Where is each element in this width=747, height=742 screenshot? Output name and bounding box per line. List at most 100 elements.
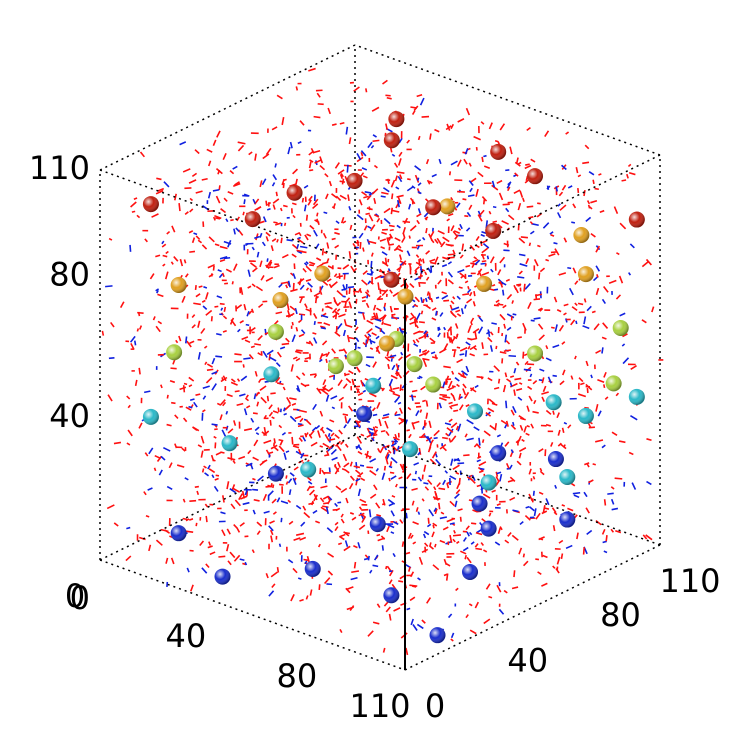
texture-stroke bbox=[427, 479, 433, 486]
texture-stroke bbox=[345, 324, 353, 328]
texture-stroke bbox=[575, 167, 579, 174]
texture-stroke bbox=[491, 184, 499, 191]
texture-stroke bbox=[285, 481, 289, 485]
texture-stroke bbox=[359, 498, 367, 504]
texture-stroke bbox=[528, 493, 534, 502]
texture-stroke bbox=[469, 345, 477, 351]
point-shine bbox=[304, 560, 321, 577]
texture-stroke bbox=[346, 586, 354, 591]
texture-stroke bbox=[455, 202, 461, 209]
texture-stroke bbox=[512, 405, 517, 414]
texture-stroke bbox=[432, 522, 438, 527]
texture-stroke bbox=[433, 429, 440, 437]
texture-stroke bbox=[322, 442, 330, 448]
texture-stroke bbox=[283, 412, 287, 416]
point-shine bbox=[628, 211, 645, 228]
texture-stroke bbox=[266, 259, 273, 267]
texture-stroke bbox=[251, 308, 255, 314]
texture-stroke bbox=[449, 336, 454, 344]
texture-stroke bbox=[372, 361, 377, 368]
texture-stroke bbox=[408, 235, 411, 239]
texture-stroke bbox=[518, 382, 523, 385]
texture-stroke bbox=[236, 402, 244, 407]
texture-stroke bbox=[266, 395, 270, 402]
texture-stroke bbox=[195, 393, 201, 396]
texture-stroke bbox=[254, 343, 262, 346]
texture-stroke bbox=[446, 483, 450, 489]
texture-stroke bbox=[199, 540, 205, 547]
texture-stroke bbox=[518, 270, 523, 275]
texture-stroke bbox=[414, 269, 418, 274]
texture-stroke bbox=[196, 490, 200, 495]
texture-stroke bbox=[312, 198, 319, 206]
texture-stroke bbox=[299, 409, 307, 413]
texture-stroke bbox=[529, 230, 535, 235]
texture-stroke bbox=[269, 520, 275, 524]
texture-stroke bbox=[333, 273, 338, 278]
texture-stroke bbox=[320, 506, 328, 513]
texture-stroke bbox=[402, 232, 406, 239]
point-shine bbox=[547, 451, 564, 468]
texture-stroke bbox=[464, 304, 467, 309]
texture-stroke bbox=[279, 346, 286, 350]
texture-stroke bbox=[319, 445, 324, 448]
texture-stroke bbox=[400, 388, 404, 391]
texture-stroke bbox=[152, 316, 156, 321]
texture-stroke bbox=[406, 250, 411, 257]
texture-stroke bbox=[298, 313, 306, 316]
texture-stroke bbox=[565, 131, 570, 135]
texture-stroke bbox=[465, 341, 471, 346]
texture-stroke bbox=[320, 326, 326, 330]
texture-stroke bbox=[383, 465, 387, 471]
texture-stroke bbox=[397, 158, 402, 166]
texture-stroke bbox=[577, 188, 580, 194]
texture-stroke bbox=[385, 456, 389, 465]
texture-stroke bbox=[389, 228, 394, 232]
texture-stroke bbox=[388, 613, 392, 621]
texture-stroke bbox=[489, 256, 495, 264]
texture-stroke bbox=[452, 395, 456, 402]
texture-stroke bbox=[450, 632, 455, 639]
texture-stroke bbox=[355, 337, 360, 343]
texture-stroke bbox=[214, 214, 222, 220]
texture-stroke bbox=[189, 340, 195, 344]
texture-stroke bbox=[317, 430, 321, 438]
point-shine bbox=[490, 143, 507, 160]
texture-stroke bbox=[406, 473, 412, 480]
x-tick-label: 40 bbox=[166, 617, 207, 655]
texture-stroke bbox=[197, 444, 203, 448]
texture-stroke bbox=[328, 180, 333, 187]
texture-stroke bbox=[517, 161, 522, 165]
point-shine bbox=[346, 172, 363, 189]
texture-stroke bbox=[515, 157, 519, 164]
texture-stroke bbox=[155, 539, 163, 546]
texture-stroke bbox=[537, 323, 544, 330]
texture-stroke bbox=[365, 88, 368, 93]
texture-stroke bbox=[615, 392, 620, 397]
texture-stroke bbox=[462, 293, 470, 296]
texture-stroke bbox=[556, 309, 562, 313]
texture-stroke bbox=[206, 368, 214, 372]
texture-stroke bbox=[113, 522, 119, 527]
texture-stroke bbox=[380, 329, 386, 335]
texture-stroke bbox=[556, 212, 562, 219]
texture-stroke bbox=[630, 365, 637, 370]
texture-stroke bbox=[336, 444, 342, 452]
texture-stroke bbox=[480, 542, 485, 546]
texture-stroke bbox=[425, 304, 431, 310]
texture-stroke bbox=[603, 371, 607, 378]
texture-stroke bbox=[583, 298, 587, 303]
texture-stroke bbox=[523, 283, 526, 292]
texture-stroke bbox=[457, 423, 462, 432]
texture-stroke bbox=[502, 384, 507, 393]
texture-stroke bbox=[496, 179, 503, 185]
texture-stroke bbox=[216, 130, 221, 138]
texture-stroke bbox=[300, 329, 306, 335]
texture-stroke bbox=[328, 387, 334, 392]
texture-stroke bbox=[485, 411, 492, 417]
texture-stroke bbox=[234, 390, 240, 393]
texture-stroke bbox=[278, 424, 283, 429]
texture-stroke bbox=[512, 313, 517, 316]
texture-stroke bbox=[592, 463, 596, 466]
texture-stroke bbox=[428, 180, 433, 184]
